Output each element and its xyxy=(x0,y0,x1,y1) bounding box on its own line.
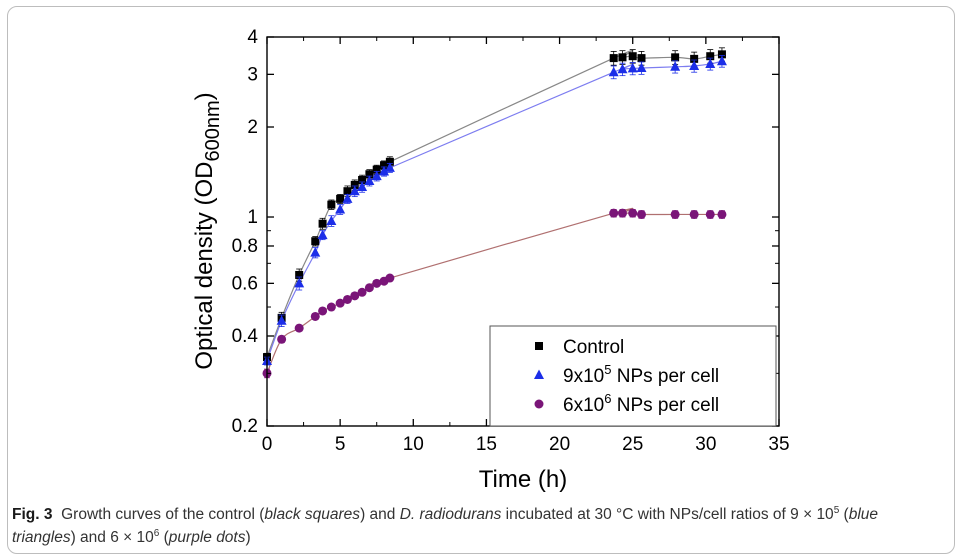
data-point-triangle xyxy=(335,203,346,214)
data-point-square xyxy=(358,175,367,184)
data-point-triangle xyxy=(617,63,628,74)
y-axis-label: Optical density (OD600nm) xyxy=(191,92,224,369)
data-point-square xyxy=(327,200,336,209)
data-point-square xyxy=(350,180,359,189)
legend-label: 6x106 NPs per cell xyxy=(563,391,719,416)
data-point-triangle xyxy=(317,229,328,240)
caption-label: Fig. 3 xyxy=(12,506,53,523)
data-point-square xyxy=(372,165,381,174)
data-point-circle xyxy=(717,209,727,219)
data-point-square xyxy=(637,54,646,63)
fit-curves xyxy=(266,49,723,374)
x-axis-label: Time (h) xyxy=(479,466,567,493)
figure-caption: Fig. 3 Growth curves of the control (bla… xyxy=(12,504,879,546)
data-point-square xyxy=(706,52,715,61)
data-point-circle xyxy=(705,209,715,219)
x-axis-ticks: 0 5 10 15 20 25 30 35 xyxy=(262,37,790,455)
data-point-triangle xyxy=(357,181,368,192)
data-point-circle xyxy=(364,283,374,293)
data-point-square xyxy=(365,170,374,179)
data-point-square xyxy=(717,50,726,59)
x-tick-label: 15 xyxy=(476,434,497,455)
data-point-triangle xyxy=(689,60,700,70)
data-point-circle xyxy=(628,208,638,218)
y-tick-label: 0.2 xyxy=(232,416,258,437)
data-point-triangle xyxy=(276,315,287,325)
data-point-square xyxy=(311,237,320,246)
data-point-triangle xyxy=(294,277,305,288)
data-point-triangle xyxy=(326,215,337,225)
data-point-square xyxy=(343,187,352,196)
data-point-triangle xyxy=(716,55,727,66)
data-point-triangle xyxy=(627,62,638,73)
fit-curve xyxy=(266,60,723,362)
legend-label: 9x105 NPs per cell xyxy=(563,362,719,387)
data-point-triangle xyxy=(705,58,716,68)
x-tick-label: 5 xyxy=(335,434,346,455)
data-point-triangle xyxy=(349,185,360,196)
x-tick-label: 35 xyxy=(768,434,789,455)
data-point-triangle xyxy=(636,62,647,73)
data-point-circle xyxy=(689,209,699,219)
y-tick-label: 4 xyxy=(247,27,258,48)
data-point-triangle xyxy=(670,61,681,71)
data-point-circle xyxy=(294,323,304,333)
x-tick-label: 30 xyxy=(695,434,716,455)
x-tick-label: 20 xyxy=(549,434,570,455)
y-tick-label: 0.8 xyxy=(232,236,258,257)
data-point-circle xyxy=(350,291,360,301)
data-point-circle xyxy=(318,306,328,316)
data-point-circle xyxy=(372,278,382,288)
data-point-circle xyxy=(670,209,680,219)
data-point-triangle xyxy=(310,247,321,257)
y-axis-ticks: 0.2 0.4 0.6 0.8 1 2 3 4 xyxy=(232,27,779,437)
data-point-circle xyxy=(385,273,395,283)
data-point-triangle xyxy=(608,66,619,77)
data-point-square xyxy=(671,53,680,62)
data-point-square xyxy=(318,219,327,228)
data-point-circle xyxy=(277,334,287,344)
data-point-triangle xyxy=(364,175,375,185)
x-tick-label: 25 xyxy=(622,434,643,455)
y-tick-label: 1 xyxy=(247,207,258,228)
y-tick-label: 2 xyxy=(247,117,258,138)
data-point-square xyxy=(336,194,345,203)
data-point-triangle xyxy=(379,165,390,176)
y-tick-label: 0.4 xyxy=(232,326,259,347)
data-point-circle xyxy=(342,294,352,304)
data-point-triangle xyxy=(342,193,353,203)
data-point-circle xyxy=(609,208,619,218)
data-point-square xyxy=(690,54,699,63)
data-point-circle xyxy=(617,208,627,218)
data-point-square xyxy=(385,157,394,166)
legend-marker-circle xyxy=(534,399,544,409)
axes: 0 5 10 15 20 25 30 35 0.2 0.4 0.6 0.8 1 2 3 4 Time (h)… xyxy=(191,27,790,493)
data-marks xyxy=(262,47,727,379)
data-point-square xyxy=(380,161,389,170)
data-point-circle xyxy=(326,302,336,312)
x-tick-label: 0 xyxy=(262,434,273,455)
data-point-square xyxy=(295,270,304,279)
data-point-triangle xyxy=(371,170,382,181)
legend-marker-square xyxy=(535,342,543,350)
data-point-square xyxy=(618,53,627,62)
data-point-triangle xyxy=(384,162,395,172)
legend-label: Control xyxy=(563,337,624,358)
growth-curve-chart: 0 5 10 15 20 25 30 35 0.2 0.4 0.6 0.8 1 2 3 4 Time (h)… xyxy=(191,27,790,493)
y-tick-label: 3 xyxy=(247,64,258,85)
data-point-circle xyxy=(636,209,646,219)
legend: Control 9x105 NPs per cell 6x106 NPs per c… xyxy=(489,325,777,427)
data-point-square xyxy=(628,52,637,61)
data-point-square xyxy=(609,54,618,63)
data-point-circle xyxy=(310,311,320,321)
data-point-circle xyxy=(357,287,367,297)
data-point-circle xyxy=(335,298,345,308)
x-tick-label: 10 xyxy=(403,434,424,455)
legend-marker-triangle xyxy=(534,369,544,379)
figure-frame xyxy=(7,6,955,554)
y-tick-label: 0.6 xyxy=(232,273,258,294)
